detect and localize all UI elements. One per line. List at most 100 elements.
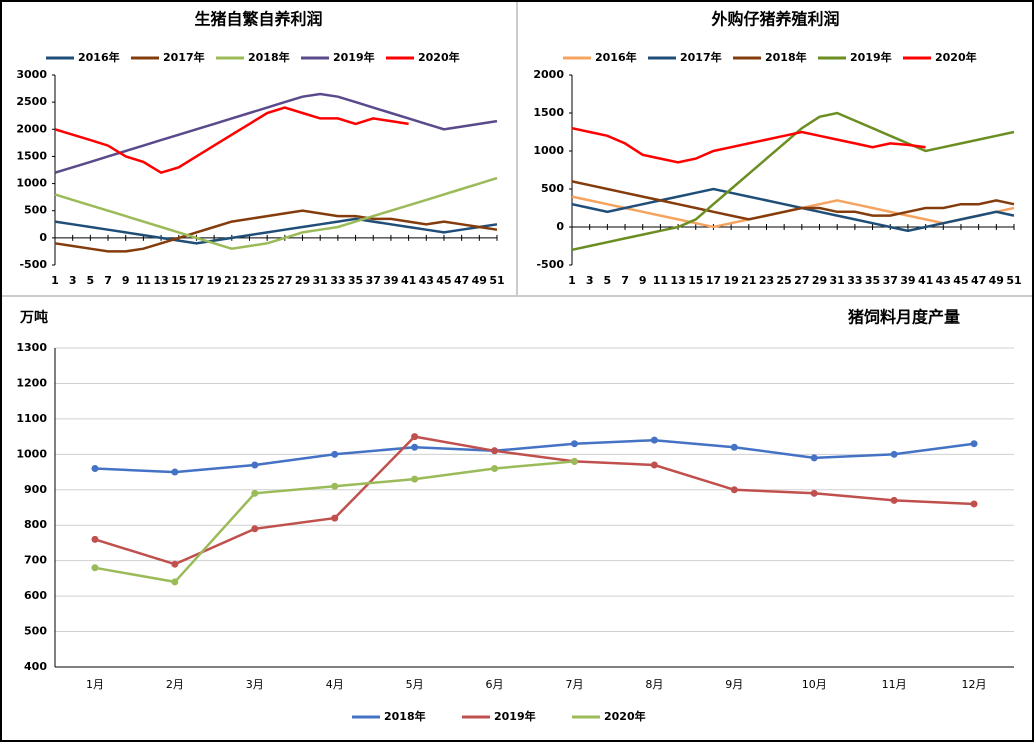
x-tick-label: 13 — [153, 274, 168, 287]
data-point — [650, 436, 658, 444]
x-tick-label: 45 — [436, 274, 451, 287]
x-tick-label: 51 — [1006, 274, 1021, 287]
data-point — [570, 457, 578, 465]
x-tick-label: 1 — [51, 274, 59, 287]
data-point — [890, 496, 898, 504]
legend-label: 2016年 — [595, 50, 637, 64]
y-tick-label: 1100 — [16, 412, 47, 425]
y-tick-label: 2000 — [16, 122, 47, 135]
data-point — [171, 578, 179, 586]
x-tick-label: 8月 — [645, 678, 663, 691]
x-tick-label: 15 — [171, 274, 186, 287]
legend-label: 2018年 — [384, 709, 426, 723]
data-point — [570, 440, 578, 448]
x-tick-label: 5 — [604, 274, 612, 287]
y-tick-label: 1500 — [16, 149, 47, 162]
x-tick-label: 27 — [277, 274, 292, 287]
data-point — [171, 468, 179, 476]
legend-label: 2019年 — [850, 50, 892, 64]
x-tick-label: 29 — [295, 274, 310, 287]
x-tick-label: 31 — [830, 274, 845, 287]
x-tick-label: 4月 — [326, 678, 344, 691]
chart-title: 猪饲料月度产量 — [847, 308, 960, 327]
data-point — [331, 450, 339, 458]
x-tick-label: 11月 — [882, 678, 907, 691]
x-tick-label: 3 — [586, 274, 594, 287]
y-tick-label: -500 — [536, 258, 564, 271]
y-tick-label: 1500 — [533, 106, 564, 119]
x-tick-label: 6月 — [486, 678, 504, 691]
y-tick-label: 500 — [24, 204, 47, 217]
data-point — [91, 564, 99, 572]
y-tick-label: 400 — [24, 660, 47, 673]
x-tick-label: 37 — [366, 274, 381, 287]
x-tick-label: 12月 — [962, 678, 987, 691]
legend-label: 2020年 — [935, 50, 977, 64]
data-point — [730, 443, 738, 451]
x-tick-label: 39 — [383, 274, 398, 287]
data-point — [251, 489, 259, 497]
x-tick-label: 23 — [759, 274, 774, 287]
y-tick-label: 2500 — [16, 95, 47, 108]
legend-label: 2019年 — [494, 709, 536, 723]
y-tick-label: 1000 — [16, 447, 47, 460]
series-line — [571, 180, 1015, 221]
y-tick-label: 500 — [541, 182, 564, 195]
x-tick-label: 3 — [69, 274, 77, 287]
x-tick-label: 27 — [794, 274, 809, 287]
x-tick-label: 21 — [224, 274, 239, 287]
data-point — [810, 454, 818, 462]
x-tick-label: 19 — [723, 274, 738, 287]
x-tick-label: 47 — [971, 274, 986, 287]
x-tick-label: 7月 — [565, 678, 583, 691]
x-tick-label: 47 — [454, 274, 469, 287]
series-line — [54, 176, 498, 250]
x-tick-label: 41 — [918, 274, 933, 287]
data-point — [411, 475, 419, 483]
data-point — [91, 535, 99, 543]
y-tick-label: 3000 — [16, 68, 47, 81]
x-tick-label: 49 — [989, 274, 1004, 287]
y-tick-label: 600 — [24, 589, 47, 602]
data-point — [970, 500, 978, 508]
y-tick-label: 800 — [24, 518, 47, 531]
series-line — [571, 111, 1015, 252]
y-tick-label: 700 — [24, 554, 47, 567]
data-point — [491, 447, 499, 455]
x-tick-label: 5月 — [406, 678, 424, 691]
y-tick-label: 1000 — [533, 144, 564, 157]
legend-label: 2016年 — [78, 50, 120, 64]
y-tick-label: 900 — [24, 483, 47, 496]
x-tick-label: 19 — [206, 274, 221, 287]
x-tick-label: 17 — [189, 274, 204, 287]
data-point — [91, 465, 99, 473]
y-tick-label: 0 — [39, 231, 47, 244]
data-point — [411, 433, 419, 441]
x-tick-label: 17 — [706, 274, 721, 287]
data-point — [970, 440, 978, 448]
series-line — [54, 92, 498, 174]
data-point — [650, 461, 658, 469]
x-tick-label: 25 — [260, 274, 275, 287]
data-point — [331, 514, 339, 522]
data-point — [890, 450, 898, 458]
x-tick-label: 1 — [568, 274, 576, 287]
x-tick-label: 33 — [330, 274, 345, 287]
chart-title: 生猪自繁自养利润 — [194, 10, 322, 29]
legend-label: 2018年 — [248, 50, 290, 64]
x-tick-label: 43 — [419, 274, 434, 287]
data-point — [251, 461, 259, 469]
data-point — [331, 482, 339, 490]
x-tick-label: 49 — [472, 274, 487, 287]
x-tick-label: 9 — [639, 274, 647, 287]
x-tick-label: 35 — [865, 274, 880, 287]
x-tick-label: 10月 — [802, 678, 827, 691]
x-tick-label: 15 — [688, 274, 703, 287]
x-tick-label: 21 — [741, 274, 756, 287]
x-tick-label: 11 — [136, 274, 151, 287]
series-line — [571, 187, 1015, 233]
x-tick-label: 1月 — [86, 678, 104, 691]
x-tick-label: 11 — [653, 274, 668, 287]
data-point — [171, 560, 179, 568]
legend-label: 2020年 — [418, 50, 460, 64]
